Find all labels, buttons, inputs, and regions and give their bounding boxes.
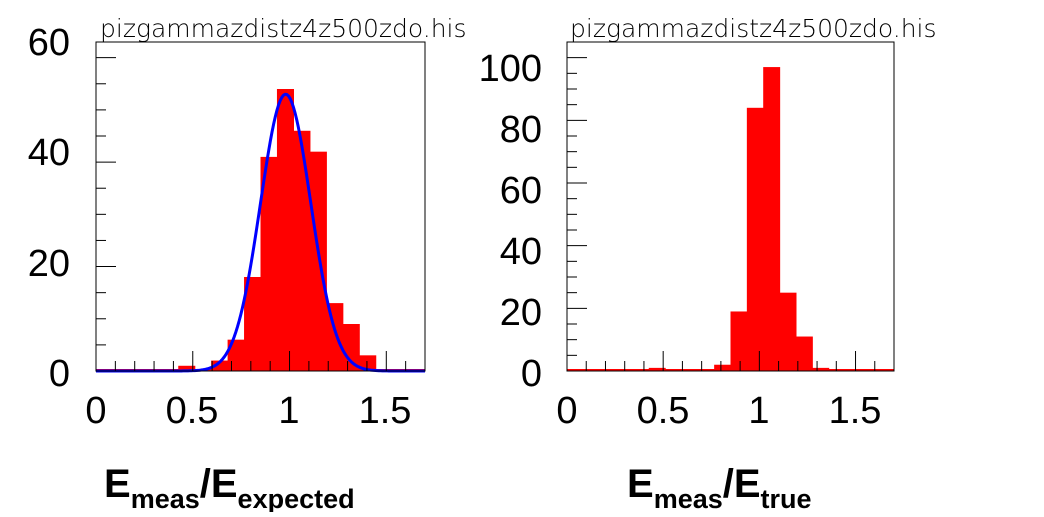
right-x-tick-label: 0 bbox=[556, 390, 577, 432]
right-y-tick-label: 60 bbox=[500, 170, 542, 212]
right-x-tick-label: 1 bbox=[748, 390, 769, 432]
left-histogram-bar bbox=[178, 365, 196, 371]
right-x-axis-label-e: E bbox=[627, 462, 654, 506]
right-file-label: pizgammazdistz4z500zdo.his bbox=[570, 14, 937, 43]
left-x-axis-label-slash-e: /E bbox=[200, 462, 238, 506]
left-histogram-bars bbox=[96, 89, 425, 371]
right-y-tick-label: 80 bbox=[500, 109, 542, 151]
right-x-axis-label: Emeas/Etrue bbox=[627, 462, 812, 512]
right-histogram-bar bbox=[763, 67, 781, 371]
right-y-tick-label: 100 bbox=[479, 48, 542, 90]
right-histogram-bar bbox=[714, 364, 732, 371]
right-y-tick-label: 0 bbox=[521, 353, 542, 395]
left-x-axis-label-sub-expected: expected bbox=[238, 484, 355, 512]
left-histogram-panel: pizgammazdistz4z500zdo.his 0 20 40 60 0 … bbox=[28, 14, 467, 514]
right-x-axis-label-sub-meas: meas bbox=[654, 484, 723, 512]
left-x-axis-label-e: E bbox=[104, 462, 131, 506]
right-histogram-panel: pizgammazdistz4z500zdo.his 0 20 40 60 80… bbox=[479, 14, 937, 514]
left-histogram-bar bbox=[293, 130, 311, 371]
left-y-tick-label: 60 bbox=[28, 22, 70, 64]
left-x-tick-label: 1 bbox=[278, 390, 299, 432]
right-y-tick-label: 40 bbox=[500, 231, 542, 273]
left-x-axis-label: Emeas/Eexpected bbox=[104, 462, 355, 512]
left-y-tick-label: 0 bbox=[49, 353, 70, 395]
right-x-tick-label: 0.5 bbox=[637, 390, 690, 432]
left-plot-frame bbox=[95, 41, 426, 372]
left-histogram-bar bbox=[244, 277, 262, 371]
right-x-tick-label: 1.5 bbox=[829, 390, 882, 432]
left-x-tick-label: 0 bbox=[85, 390, 106, 432]
right-x-axis-label-sub-true: true bbox=[761, 484, 812, 512]
right-histogram-bar bbox=[795, 336, 813, 371]
right-histogram-bar bbox=[746, 107, 764, 372]
right-histogram-bar bbox=[779, 292, 797, 371]
right-plot-frame bbox=[566, 41, 895, 372]
right-histogram-bars bbox=[567, 67, 894, 372]
left-y-tick-label: 20 bbox=[28, 243, 70, 285]
right-y-tick-label: 20 bbox=[500, 292, 542, 334]
right-histogram-bar bbox=[730, 311, 748, 371]
left-histogram-bar bbox=[342, 324, 360, 371]
left-axis-ticks bbox=[95, 57, 426, 372]
right-x-axis-label-slash-e: /E bbox=[723, 462, 761, 506]
right-axis-ticks bbox=[566, 41, 895, 372]
left-x-tick-label: 1.5 bbox=[359, 390, 412, 432]
left-x-tick-label: 0.5 bbox=[166, 390, 219, 432]
left-histogram-bar bbox=[276, 89, 294, 371]
left-histogram-bar bbox=[260, 156, 278, 371]
left-histogram-bar bbox=[211, 360, 229, 371]
left-file-label: pizgammazdistz4z500zdo.his bbox=[100, 14, 467, 43]
left-histogram-bar bbox=[359, 355, 377, 371]
left-x-axis-label-sub-meas: meas bbox=[131, 484, 200, 512]
left-y-tick-label: 40 bbox=[28, 132, 70, 174]
